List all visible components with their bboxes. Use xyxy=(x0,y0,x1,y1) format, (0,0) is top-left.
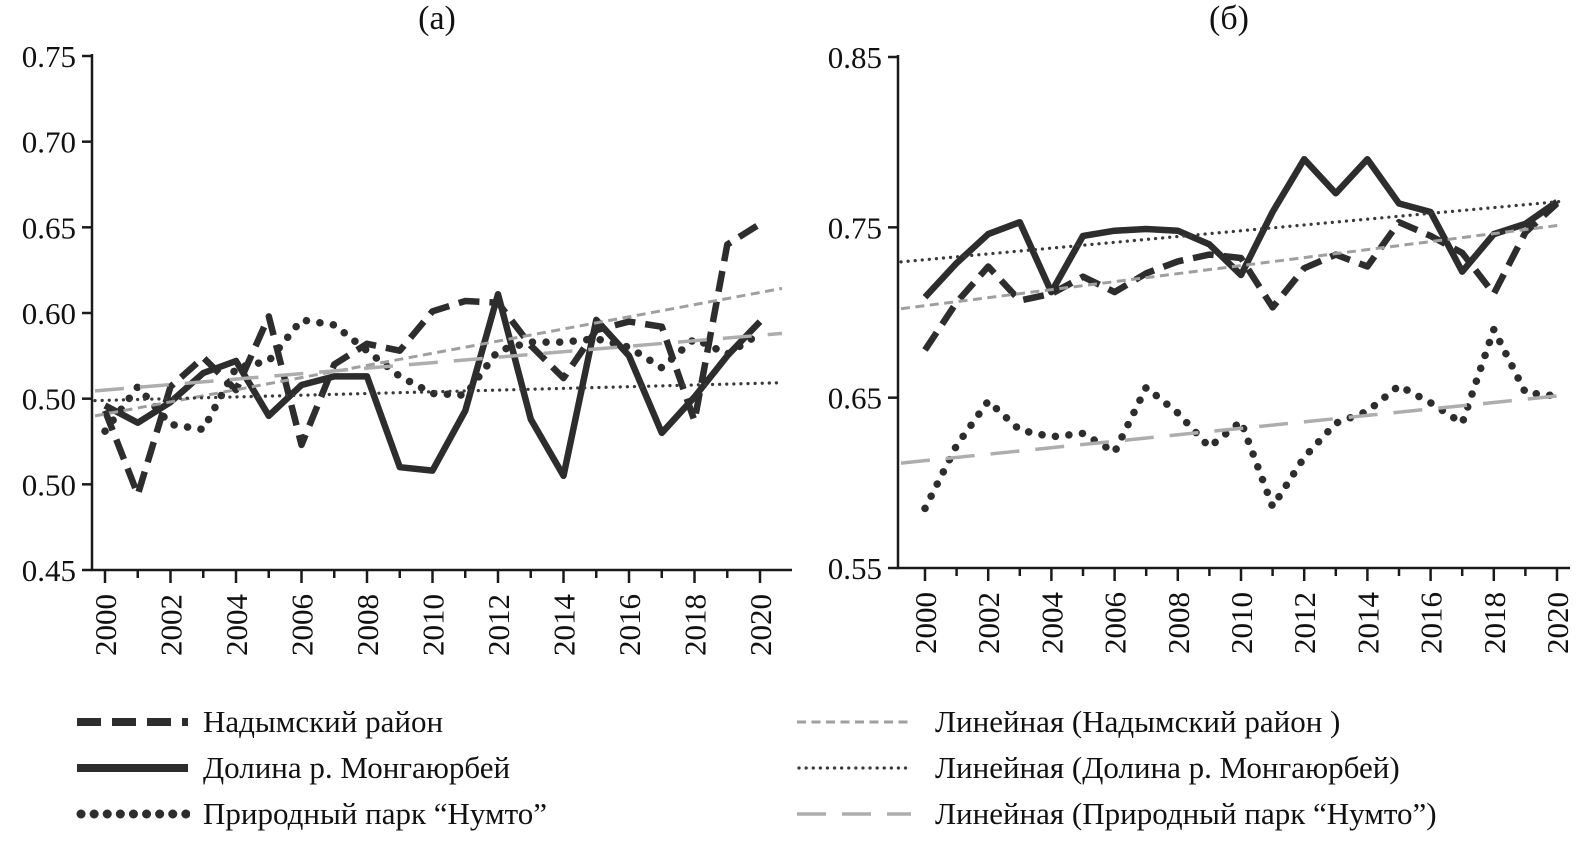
legend-label: Линейная (Долина р. Монгаюрбей) xyxy=(935,750,1400,785)
panel-a-title: (а) xyxy=(418,0,456,37)
trendline-линейная-долина-р-монгаюрбей xyxy=(93,381,784,403)
x-tick-label: 2008 xyxy=(1161,592,1196,654)
x-tick-label: 2012 xyxy=(481,594,516,656)
y-tick-label: 0.50 xyxy=(22,467,76,502)
x-tick-label: 2014 xyxy=(547,594,582,657)
y-tick-label: 0.85 xyxy=(828,40,882,75)
legend-series: Надымский район Долина р. Монгаюрбей При… xyxy=(75,699,715,837)
series-природный-парк-нумто xyxy=(921,325,1561,513)
x-tick-label: 2004 xyxy=(219,594,254,657)
dotted-line-sample xyxy=(76,809,190,819)
series-долина-р-монгаюрбей xyxy=(922,155,1559,300)
x-tick-label: 2012 xyxy=(1287,592,1322,654)
x-tick-label: 2020 xyxy=(743,594,778,656)
x-tick-label: 2016 xyxy=(612,594,647,656)
x-tick-label: 2018 xyxy=(678,594,713,656)
legend-label: Долина р. Монгаюрбей xyxy=(203,750,511,785)
x-tick-label: 2000 xyxy=(908,592,943,654)
dashed-line-sample xyxy=(77,718,188,726)
trendline-линейная-надымский-район xyxy=(94,286,783,418)
legend-item-dolina: Долина р. Монгаюрбей xyxy=(75,745,715,791)
axis-lines xyxy=(90,54,792,572)
long-dash-line-sample xyxy=(797,812,911,816)
chart-panel-b: 0.85 0.75 0.65 0.55 2000 2002 2004 2006 2008 2010… xyxy=(828,40,1575,655)
y-tick-label: 0.70 xyxy=(22,125,76,160)
trendline-линейная-надымский-район xyxy=(900,223,1561,311)
x-tick-label: 2010 xyxy=(1224,592,1259,654)
y-tick-label: 0.50 xyxy=(22,382,76,417)
legend-label: Линейная (Природный парк “Нумто”) xyxy=(935,796,1437,831)
series-долина-р-монгаюрбей xyxy=(103,290,763,480)
x-tick-label: 2000 xyxy=(88,594,123,656)
x-tick-label: 2002 xyxy=(154,594,189,656)
x-tick-label: 2016 xyxy=(1414,592,1449,654)
y-tick-label: 0.45 xyxy=(22,553,76,588)
y-tick-label: 0.60 xyxy=(22,296,76,331)
short-dash-line-sample xyxy=(797,720,911,724)
fine-dotted-line-sample xyxy=(797,766,909,770)
x-tick-label: 2020 xyxy=(1540,592,1575,654)
x-tick-label: 2006 xyxy=(1098,592,1133,654)
x-tick-label: 2018 xyxy=(1477,592,1512,654)
legend-item-trend-nadymsky: Линейная (Надымский район ) xyxy=(795,699,1585,745)
legend-label: Линейная (Надымский район ) xyxy=(935,704,1341,739)
x-tick-label: 2002 xyxy=(971,592,1006,654)
legend-label: Надымский район xyxy=(203,704,444,739)
y-tick-label: 0.65 xyxy=(828,381,882,416)
x-tick-label: 2010 xyxy=(416,594,451,656)
axis-lines xyxy=(896,55,1570,570)
legend-item-trend-dolina: Линейная (Долина р. Монгаюрбей) xyxy=(795,745,1585,791)
y-tick-label: 0.55 xyxy=(828,551,882,586)
x-tick-label: 2006 xyxy=(285,594,320,656)
series-надымский-район xyxy=(922,201,1560,352)
chart-panel-a: 0.75 0.70 0.65 0.60 0.50 0.50 0.45 2000 2002 2004… xyxy=(22,39,792,657)
trendline-линейная-природный-парк-нумто xyxy=(900,393,1561,465)
x-tick-label: 2004 xyxy=(1034,592,1069,655)
x-tick-label: 2014 xyxy=(1350,592,1385,655)
legend-item-nadymsky: Надымский район xyxy=(75,699,715,745)
series-надымский-район xyxy=(101,221,762,498)
legend-item-trend-numto: Линейная (Природный парк “Нумто”) xyxy=(795,791,1585,837)
legend-label: Природный парк “Нумто” xyxy=(203,796,548,831)
y-tick-label: 0.75 xyxy=(22,39,76,74)
panel-b-title: (б) xyxy=(1209,0,1249,37)
legend-trendlines: Линейная (Надымский район ) Линейная (До… xyxy=(795,699,1585,837)
solid-line-sample xyxy=(77,764,188,772)
legend-item-numto: Природный парк “Нумто” xyxy=(75,791,715,837)
y-tick-label: 0.65 xyxy=(22,210,76,245)
series-природный-парк-нумто xyxy=(101,316,764,435)
x-tick-label: 2008 xyxy=(350,594,385,656)
y-tick-label: 0.75 xyxy=(828,210,882,245)
trendline-линейная-природный-парк-нумто xyxy=(94,331,783,393)
